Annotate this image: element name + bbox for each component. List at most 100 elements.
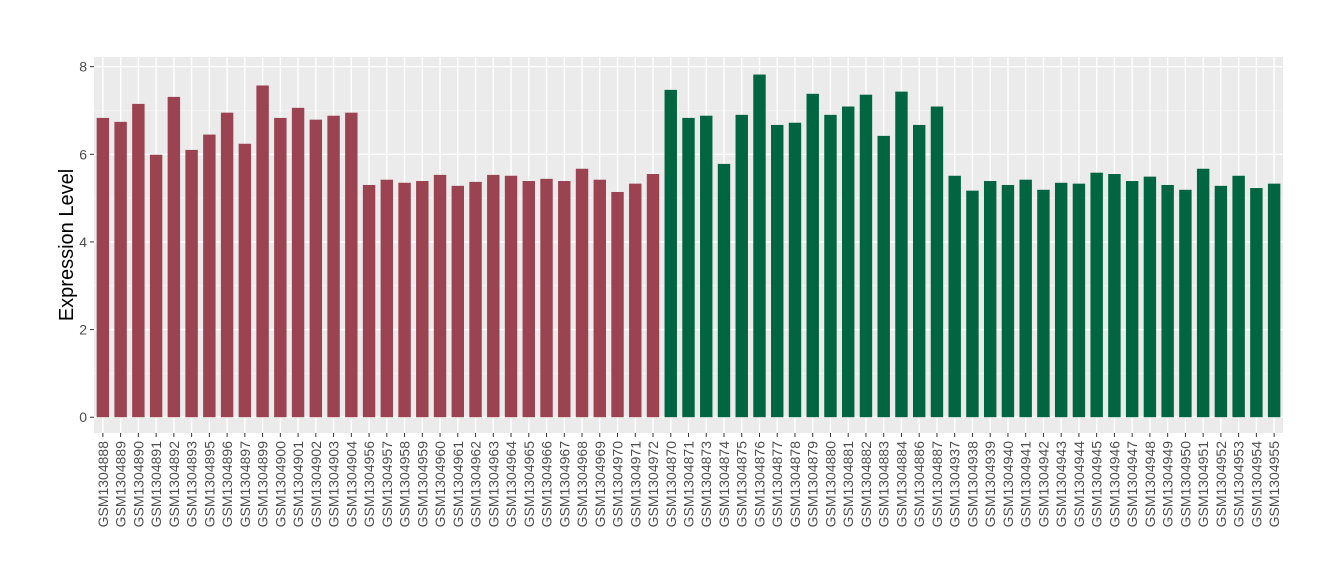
x-tick-label: GSM1304904	[343, 441, 359, 528]
x-tick-label: GSM1304962	[468, 441, 484, 528]
bar	[469, 181, 482, 418]
x-tick-label: GSM1304948	[1142, 441, 1158, 528]
x-tick-label: GSM1304942	[1035, 441, 1051, 528]
bar	[735, 114, 748, 418]
x-tick-label: GSM1304965	[521, 441, 537, 528]
x-tick-label: GSM1304956	[361, 441, 377, 528]
x-tick-label: GSM1304947	[1124, 441, 1140, 528]
bar	[433, 174, 447, 418]
bar	[611, 191, 624, 418]
x-tick-label: GSM1304970	[610, 441, 626, 528]
bar	[842, 106, 855, 418]
x-tick-label: GSM1304940	[1000, 441, 1016, 528]
x-tick-label: GSM1304951	[1195, 441, 1211, 528]
bar	[966, 190, 979, 418]
x-tick-label: GSM1304871	[681, 441, 697, 528]
x-tick-label: GSM1304969	[592, 441, 608, 528]
x-tick-label: GSM1304968	[574, 441, 590, 528]
x-tick-label: GSM1304895	[201, 441, 217, 528]
bar	[149, 154, 163, 418]
x-tick-label: GSM1304875	[734, 441, 750, 528]
bar	[309, 119, 323, 418]
bar	[593, 179, 606, 418]
bar	[1179, 189, 1192, 418]
x-tick-label: GSM1304959	[414, 441, 430, 528]
bar	[930, 106, 944, 418]
bar	[220, 112, 234, 418]
x-tick-label: GSM1304884	[893, 441, 909, 528]
bar	[380, 179, 394, 418]
bar	[1072, 183, 1086, 418]
bar	[504, 175, 518, 418]
bar	[132, 103, 145, 418]
bar	[983, 181, 997, 418]
x-tick-label: GSM1304883	[876, 441, 892, 528]
bar	[682, 117, 695, 418]
x-tick-label: GSM1304943	[1053, 441, 1069, 528]
bar	[646, 174, 660, 418]
x-tick-label: GSM1304896	[219, 441, 235, 528]
x-tick-label: GSM1304950	[1177, 441, 1193, 528]
y-axis: 0 2 4 6 8	[79, 59, 94, 425]
x-tick-label: GSM1304946	[1106, 441, 1122, 528]
x-tick-label: GSM1304874	[716, 441, 732, 528]
bar	[256, 85, 269, 418]
bar	[1143, 176, 1157, 418]
x-tick-label: GSM1304972	[645, 441, 661, 528]
x-tick-label: GSM1304945	[1089, 441, 1105, 528]
bar	[1250, 188, 1263, 418]
bar	[451, 185, 465, 418]
y-tick-label: 2	[79, 322, 87, 338]
bar	[1125, 181, 1139, 418]
x-tick-label: GSM1304882	[858, 441, 874, 528]
bar	[416, 181, 429, 418]
bar	[771, 124, 784, 418]
bar	[629, 183, 642, 418]
x-tick-label: GSM1304957	[379, 441, 395, 528]
x-tick-label: GSM1304966	[539, 441, 555, 528]
bar	[806, 93, 819, 418]
bar	[1037, 189, 1050, 418]
x-tick-label: GSM1304891	[148, 441, 164, 528]
x-tick-label: GSM1304938	[964, 441, 980, 528]
x-tick-label: GSM1304879	[805, 441, 821, 528]
bar	[700, 115, 713, 418]
x-tick-label: GSM1304890	[130, 441, 146, 528]
y-tick-label: 0	[79, 409, 87, 425]
x-tick-label: GSM1304900	[272, 441, 288, 528]
bar	[1001, 184, 1015, 418]
x-tick-label: GSM1304944	[1071, 441, 1087, 528]
bar	[203, 134, 216, 418]
x-tick-label: GSM1304964	[503, 441, 519, 528]
bar	[114, 121, 127, 418]
bar	[487, 174, 500, 418]
x-tick-label: GSM1304901	[290, 441, 306, 528]
x-tick-label: GSM1304873	[698, 441, 714, 528]
x-tick-label: GSM1304897	[237, 441, 253, 528]
x-tick-label: GSM1304878	[787, 441, 803, 528]
bar	[895, 91, 908, 418]
x-tick-label: GSM1304893	[184, 441, 200, 528]
bar	[274, 117, 287, 418]
x-tick-label: GSM1304876	[751, 441, 767, 528]
y-tick-label: 4	[79, 234, 87, 250]
x-tick-label: GSM1304877	[769, 441, 785, 528]
bar	[1161, 184, 1174, 418]
x-tick-label: GSM1304937	[947, 441, 963, 528]
x-tick-label: GSM1304887	[929, 441, 945, 528]
x-tick-label: GSM1304899	[255, 441, 271, 528]
bar	[1054, 182, 1068, 418]
bar	[717, 163, 731, 418]
bar	[1267, 183, 1281, 418]
bar	[1196, 168, 1210, 418]
bar	[1019, 179, 1032, 418]
bar	[345, 112, 358, 418]
bar	[859, 94, 873, 418]
bar	[1214, 185, 1228, 418]
x-tick-label: GSM1304960	[432, 441, 448, 528]
bar	[167, 96, 181, 418]
bar	[1090, 172, 1103, 418]
bar	[575, 168, 589, 418]
x-tick-label: GSM1304958	[397, 441, 413, 528]
x-tick-label: GSM1304870	[663, 441, 679, 528]
